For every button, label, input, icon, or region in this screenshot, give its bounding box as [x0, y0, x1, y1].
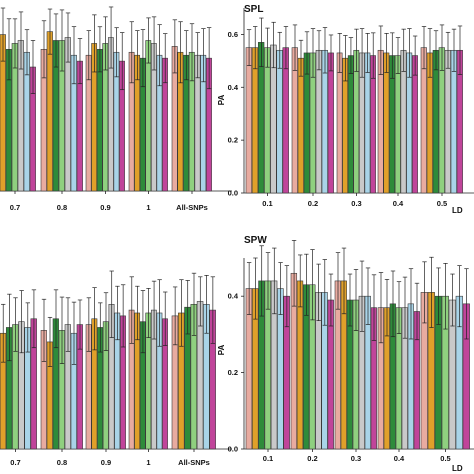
bar: [46, 31, 53, 192]
x-tick-label: 1: [146, 458, 150, 467]
bar: [297, 57, 304, 194]
y-tick-label: 0.4: [228, 292, 239, 301]
x-tick-label: 0.8: [57, 203, 67, 212]
x-axis-label: LD: [452, 206, 463, 215]
y-axis-label: PA: [217, 345, 226, 356]
x-tick-label: 0.9: [100, 203, 110, 212]
y-tick-label: 0.6: [228, 30, 238, 39]
x-tick-label: 0.2: [307, 454, 317, 463]
x-tick-label: 0.4: [393, 199, 404, 208]
x-tick-label: 0.7: [10, 458, 20, 467]
bar: [444, 49, 451, 194]
x-tick-label: 0.5: [437, 199, 447, 208]
bar: [315, 49, 322, 194]
bar: [282, 47, 289, 194]
bar: [432, 49, 439, 194]
panel-top-left: 0.7 0.8 0.9 1 All-SNPs: [0, 6, 232, 212]
bar: [276, 49, 283, 194]
x-tick-label: 0.3: [351, 199, 361, 208]
bar: [394, 55, 401, 194]
x-tick-label: 1: [146, 203, 150, 212]
y-tick-label: 0.0: [228, 189, 238, 198]
bar: [336, 52, 343, 194]
x-tick-label: 0.4: [394, 454, 405, 463]
x-tick-label: All-SNPs: [178, 458, 210, 467]
y-tick-label: 0.2: [228, 136, 238, 145]
bar: [327, 52, 334, 194]
panel-top-right: 0.0 0.2 0.4 0.6 0.1 0.2 0.3 0.4 0.5 SPL PA LD: [217, 4, 474, 215]
x-tick-label: 0.3: [351, 454, 361, 463]
panel-bottom-left: 0.7 0.8 0.9 1 All-SNPs: [0, 270, 232, 467]
x-tick-label: 0.9: [101, 458, 111, 467]
y-tick-label: 0.4: [228, 83, 239, 92]
bar: [245, 47, 253, 194]
bar: [411, 55, 418, 194]
bar: [264, 47, 271, 194]
bar: [347, 55, 354, 194]
bar: [420, 47, 427, 194]
bar: [383, 52, 390, 194]
bar: [251, 47, 259, 194]
x-tick-label: All-SNPs: [176, 203, 208, 212]
x-tick-label: 0.7: [10, 203, 20, 212]
x-tick-label: 0.8: [57, 458, 67, 467]
x-tick-label: 0.1: [262, 199, 272, 208]
bar: [364, 52, 371, 194]
panel-bottom-right: 0.0 0.2 0.4 0.1 0.2 0.3 0.4 0.5 SPW PA LD: [217, 235, 474, 473]
y-tick-label: 0.0: [228, 445, 238, 454]
y-axis-label: PA: [217, 95, 226, 106]
panel-title: SPL: [244, 4, 263, 15]
x-tick-label: 0.1: [263, 454, 273, 463]
y-tick-label: 0.2: [228, 368, 238, 377]
x-tick-label: 0.2: [308, 199, 318, 208]
x-axis-label: LD: [452, 464, 463, 473]
panel-title: SPW: [244, 235, 267, 246]
x-tick-label: 0.5: [440, 454, 450, 463]
